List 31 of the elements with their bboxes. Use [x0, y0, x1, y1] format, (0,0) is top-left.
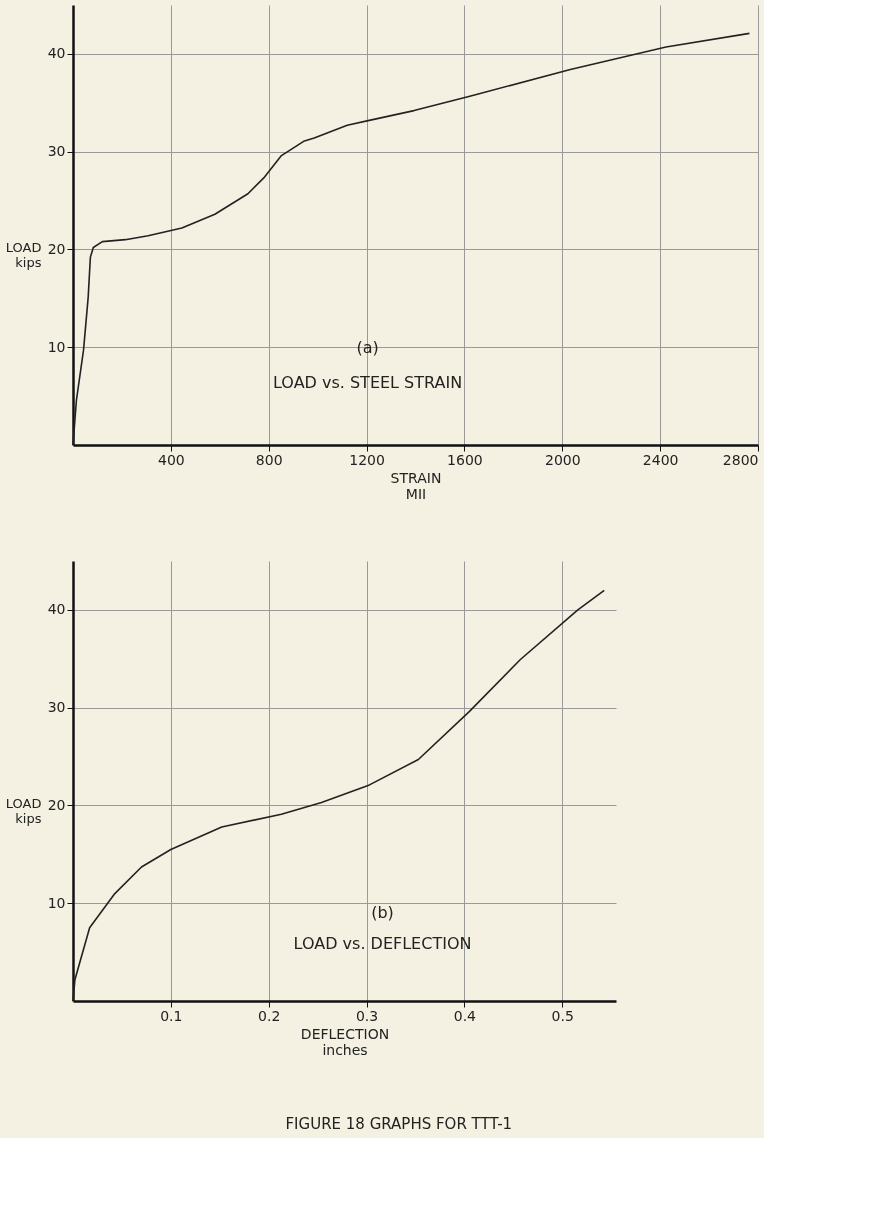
y-tick-label: 10 — [47, 338, 66, 355]
x-tick-label: 0.4 — [453, 1007, 477, 1024]
x-tick-label: 0.5 — [551, 1007, 574, 1024]
annotation: (a) — [356, 338, 379, 358]
x-tick-label: 0.1 — [160, 1007, 183, 1024]
x-tick-label: 400 — [157, 451, 185, 468]
x-tick-label: 0.3 — [355, 1007, 379, 1024]
y-tick-label: 10 — [47, 894, 66, 911]
y-tick-label: 30 — [47, 699, 66, 716]
y-tick-label: 20 — [47, 796, 66, 813]
x-axis-title: DEFLECTION inches — [300, 1025, 390, 1058]
annotation: (b) — [371, 903, 394, 922]
caption: FIGURE 18 GRAPHS FOR TTT-1 — [285, 1115, 513, 1134]
x-axis-title: STRAIN MII — [390, 469, 442, 502]
y-tick-label: 40 — [47, 45, 66, 62]
x-tick-label: 2000 — [544, 451, 581, 468]
x-tick-label: 2400 — [642, 451, 679, 468]
annotation: LOAD vs. STEEL STRAIN — [272, 373, 463, 393]
y-tick-label: 20 — [47, 240, 66, 257]
x-tick-label: 2800 — [722, 451, 759, 468]
line-series — [72, 589, 606, 1002]
y-axis-title: LOAD kips — [5, 239, 42, 270]
x-tick-label: 0.2 — [258, 1007, 281, 1024]
y-axis-title: LOAD kips — [5, 795, 42, 826]
y-tick-label: 30 — [47, 143, 66, 160]
annotation: LOAD vs. DEFLECTION — [293, 933, 472, 953]
x-tick-label: 1200 — [349, 451, 385, 468]
x-tick-label: 1600 — [447, 451, 483, 468]
x-tick-label: 800 — [255, 451, 283, 468]
line-series — [72, 32, 751, 446]
y-tick-label: 40 — [47, 601, 66, 618]
